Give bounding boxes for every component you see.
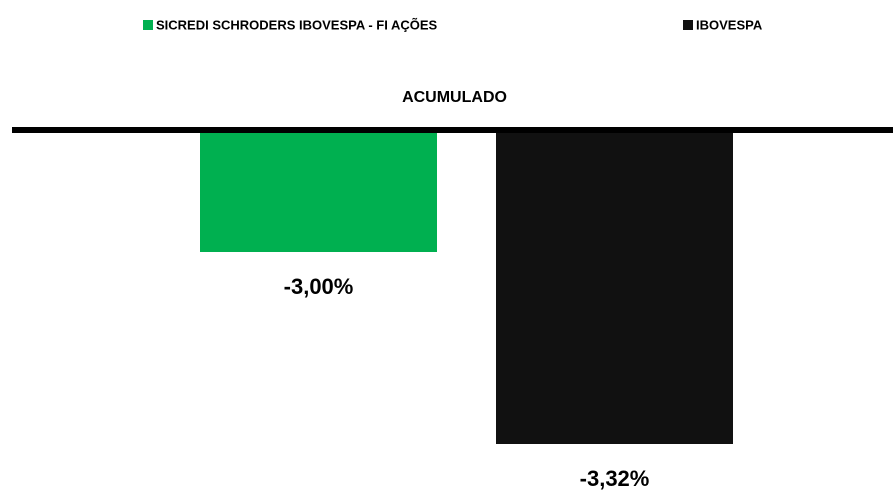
legend-swatch bbox=[143, 20, 153, 30]
data-label: -3,00% bbox=[284, 274, 354, 299]
legend-label: SICREDI SCHRODERS IBOVESPA - FI AÇÕES bbox=[156, 17, 438, 32]
legend-swatch bbox=[683, 20, 693, 30]
bar bbox=[496, 132, 733, 444]
legend-label: IBOVESPA bbox=[696, 17, 763, 32]
bar bbox=[200, 132, 437, 252]
data-label: -3,32% bbox=[580, 466, 650, 491]
category-label: ACUMULADO bbox=[402, 89, 507, 106]
